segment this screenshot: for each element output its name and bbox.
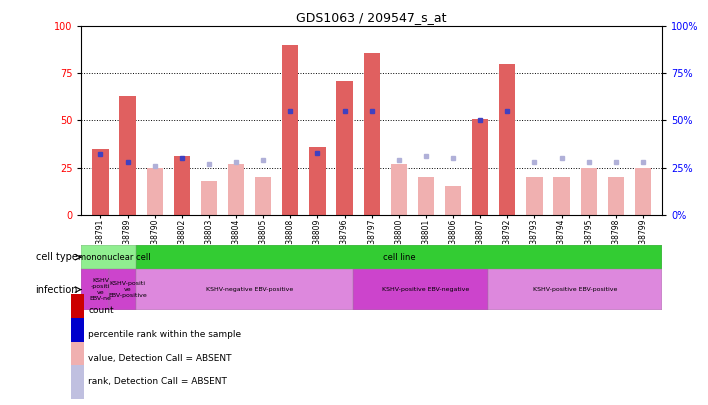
Bar (336, 81, 353, 215)
Text: KSHV
-positi
ve
EBV-ne: KSHV -positi ve EBV-ne (89, 278, 111, 301)
Bar (228, 164, 244, 215)
Bar (554, 177, 570, 215)
Bar (499, 64, 515, 215)
Bar (173, 156, 190, 215)
Bar (364, 53, 379, 215)
Text: cell type: cell type (36, 252, 78, 262)
Bar (136, 269, 364, 310)
Bar (71, 294, 84, 328)
Text: count: count (88, 306, 114, 315)
Bar (472, 119, 489, 215)
Bar (489, 269, 662, 310)
Bar (92, 149, 108, 215)
Text: KSHV-negative EBV-positive: KSHV-negative EBV-positive (206, 287, 293, 292)
Bar (120, 96, 136, 215)
Bar (81, 269, 120, 310)
Text: mononuclear cell: mononuclear cell (78, 253, 150, 262)
Bar (108, 269, 147, 310)
Bar (418, 177, 434, 215)
Text: KSHV-positive EBV-negative: KSHV-positive EBV-negative (382, 287, 469, 292)
Bar (581, 168, 597, 215)
Text: value, Detection Call = ABSENT: value, Detection Call = ABSENT (88, 354, 232, 363)
Bar (391, 164, 407, 215)
Text: KSHV-positive EBV-positive: KSHV-positive EBV-positive (533, 287, 617, 292)
Bar (282, 45, 299, 215)
Bar (255, 177, 271, 215)
Text: cell line: cell line (382, 253, 415, 262)
Bar (201, 181, 217, 215)
Bar (71, 342, 84, 375)
Bar (445, 186, 461, 215)
Title: GDS1063 / 209547_s_at: GDS1063 / 209547_s_at (297, 11, 447, 24)
Text: infection: infection (35, 285, 78, 294)
Bar (526, 177, 542, 215)
Bar (607, 177, 624, 215)
Bar (71, 318, 84, 352)
Bar (147, 168, 163, 215)
Bar (309, 147, 326, 215)
Text: percentile rank within the sample: percentile rank within the sample (88, 330, 241, 339)
Bar (353, 269, 499, 310)
Bar (71, 365, 84, 399)
Text: KSHV-positi
ve
EBV-positive: KSHV-positi ve EBV-positive (108, 281, 147, 298)
Text: rank, Detection Call = ABSENT: rank, Detection Call = ABSENT (88, 377, 227, 386)
Bar (81, 245, 147, 269)
Bar (635, 168, 651, 215)
